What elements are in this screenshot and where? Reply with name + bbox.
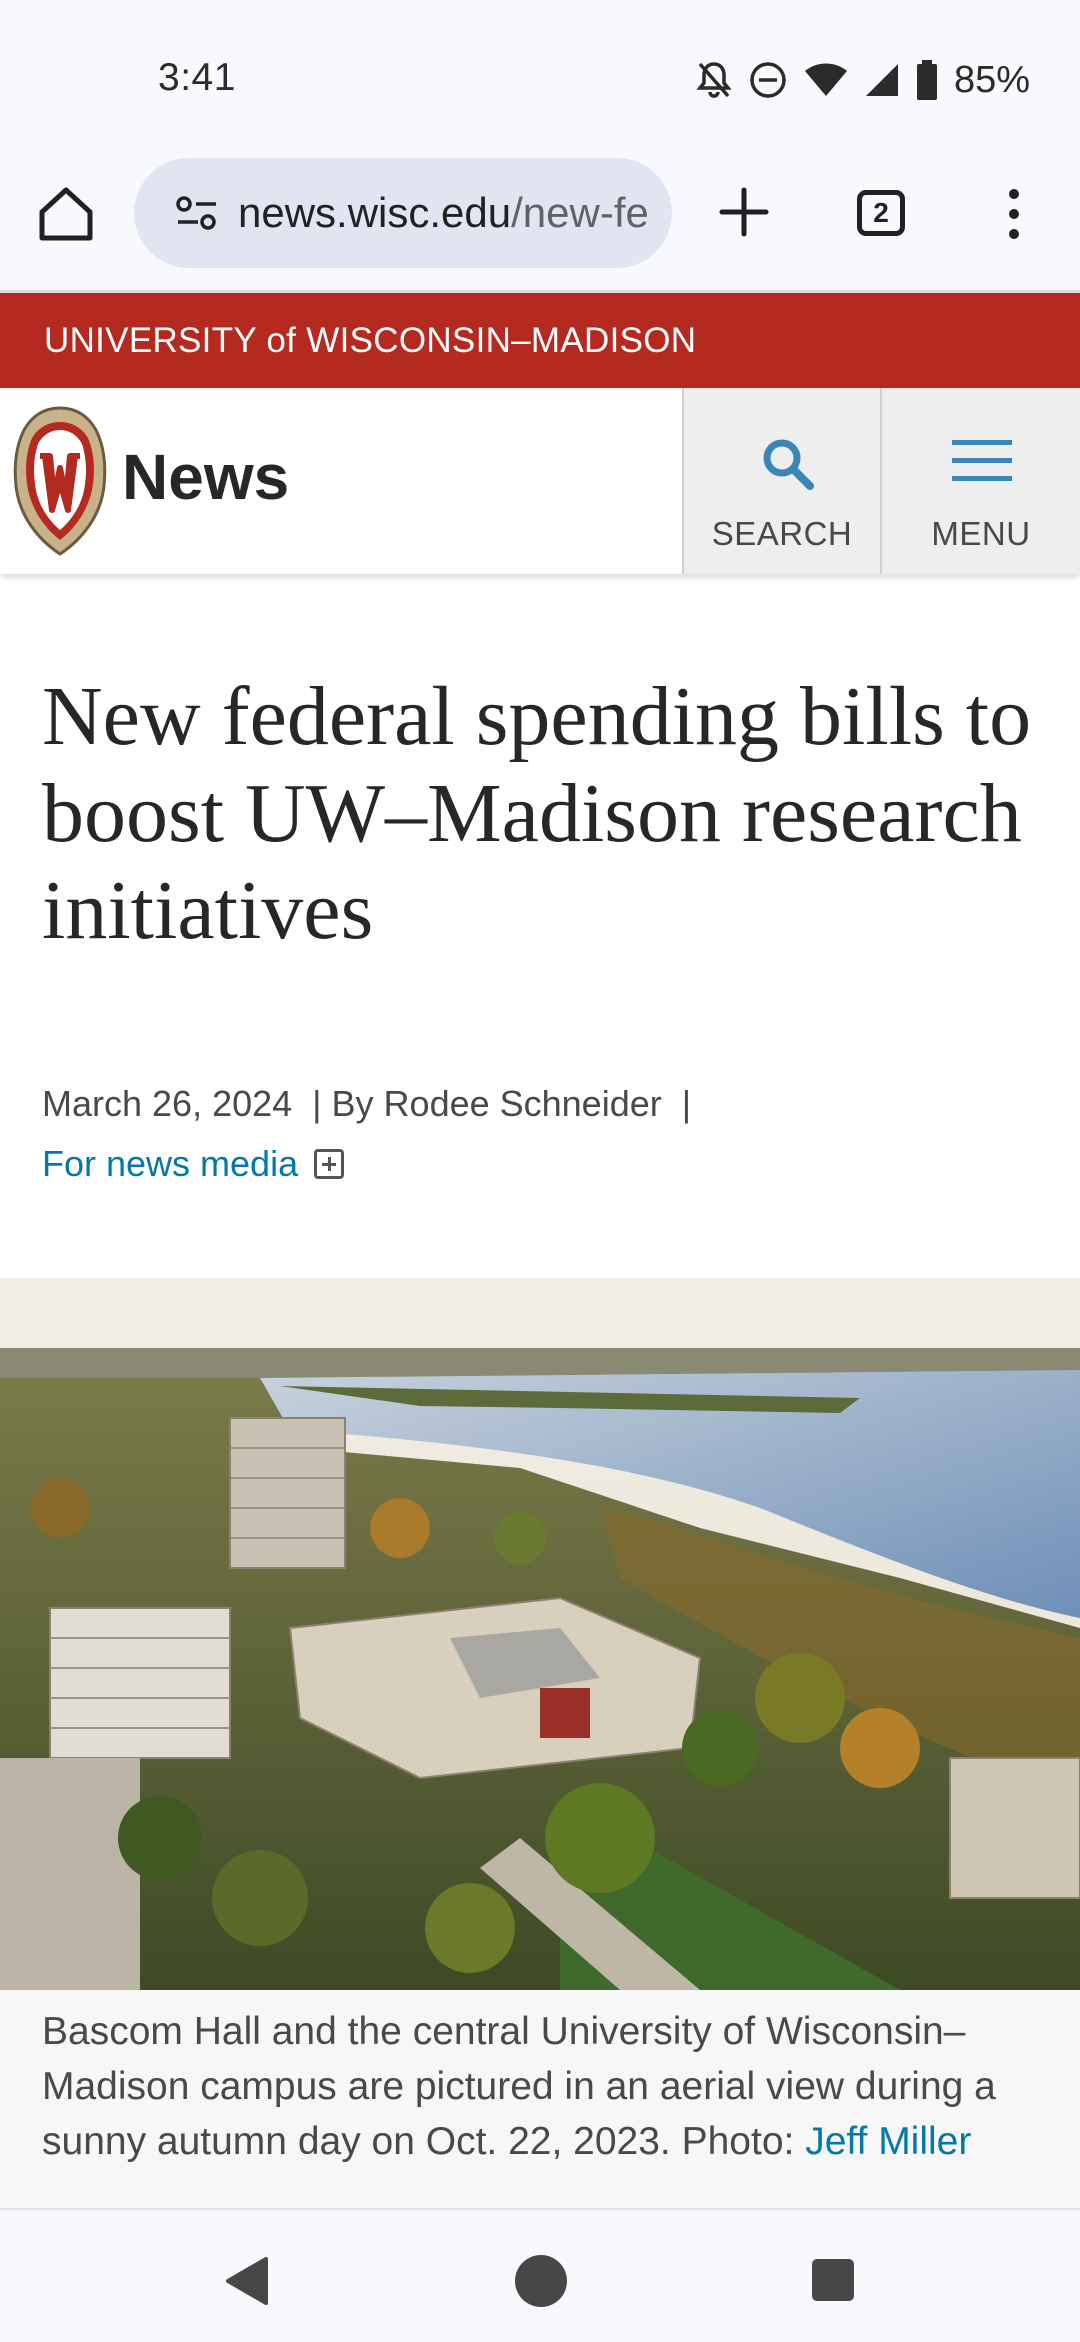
site-info-icon[interactable] — [174, 190, 220, 236]
recents-icon[interactable] — [810, 2257, 856, 2303]
caption-text: Bascom Hall and the central University o… — [42, 2010, 996, 2163]
article-title: New federal spending bills to boost UW–M… — [42, 670, 1032, 957]
back-icon[interactable] — [222, 2255, 270, 2307]
more-menu-icon[interactable] — [1000, 186, 1028, 242]
home-circle-icon[interactable] — [514, 2254, 568, 2308]
url-host: news.wisc.edu — [238, 189, 512, 236]
status-time: 3:41 — [158, 56, 236, 99]
expand-plus-icon[interactable] — [314, 1149, 345, 1179]
status-icons: 85% — [696, 56, 1030, 104]
meta-separator: | — [312, 1083, 322, 1124]
article-byline: By Rodee Schneider — [331, 1083, 662, 1124]
battery-percent: 85% — [953, 58, 1030, 101]
url-path: /new-fe — [511, 189, 649, 236]
do-not-disturb-icon — [750, 62, 786, 98]
news-media-link[interactable]: For news media — [42, 1143, 299, 1184]
url-text: news.wisc.edu/new-fe — [238, 189, 649, 237]
article-date: March 26, 2024 — [42, 1083, 293, 1124]
site-header: News SEARCH MENU — [0, 388, 1080, 574]
bell-off-icon — [696, 62, 732, 98]
uw-crest-logo[interactable] — [10, 402, 110, 560]
menu-label: MENU — [931, 515, 1031, 552]
hamburger-icon — [952, 440, 1012, 481]
system-nav-bar — [0, 2208, 1080, 2342]
menu-button[interactable]: MENU — [880, 388, 1080, 574]
toolbar-divider — [0, 290, 1080, 293]
new-tab-icon[interactable] — [714, 182, 774, 242]
tab-switcher-icon[interactable]: 2 — [857, 190, 905, 236]
meta-separator: | — [681, 1083, 692, 1124]
news-media-toggle[interactable]: For news media — [42, 1143, 345, 1185]
status-bar: 3:41 85% — [0, 0, 1080, 150]
university-banner[interactable]: UNIVERSITY of WISCONSIN–MADISON — [0, 293, 1080, 388]
search-label: SEARCH — [711, 515, 853, 552]
tab-count: 2 — [873, 197, 889, 228]
wifi-icon — [804, 63, 847, 96]
section-title[interactable]: News — [122, 441, 290, 513]
campus-aerial-photo — [0, 1278, 1080, 1990]
web-page: UNIVERSITY of WISCONSIN–MADISON News SEA… — [0, 293, 1080, 2208]
photographer-link[interactable]: Jeff Miller — [805, 2120, 972, 2163]
photo-caption: Bascom Hall and the central University o… — [0, 1990, 1080, 2208]
battery-icon — [916, 60, 937, 100]
home-icon[interactable] — [34, 182, 98, 246]
article-meta: March 26, 2024 | By Rodee Schneider | — [42, 1083, 691, 1125]
search-icon — [763, 439, 814, 490]
address-bar[interactable]: news.wisc.edu/new-fe — [134, 158, 672, 268]
caption-photo-label: Photo: — [681, 2120, 795, 2163]
search-button[interactable]: SEARCH — [682, 388, 880, 574]
cell-signal-icon — [865, 64, 898, 96]
